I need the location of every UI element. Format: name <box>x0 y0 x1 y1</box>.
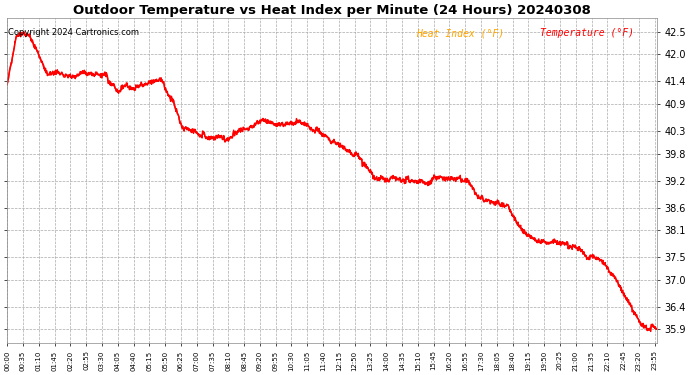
Text: Copyright 2024 Cartronics.com: Copyright 2024 Cartronics.com <box>8 28 139 37</box>
Text: Heat Index (°F): Heat Index (°F) <box>416 28 504 38</box>
Text: Temperature (°F): Temperature (°F) <box>540 28 633 38</box>
Title: Outdoor Temperature vs Heat Index per Minute (24 Hours) 20240308: Outdoor Temperature vs Heat Index per Mi… <box>73 4 591 17</box>
